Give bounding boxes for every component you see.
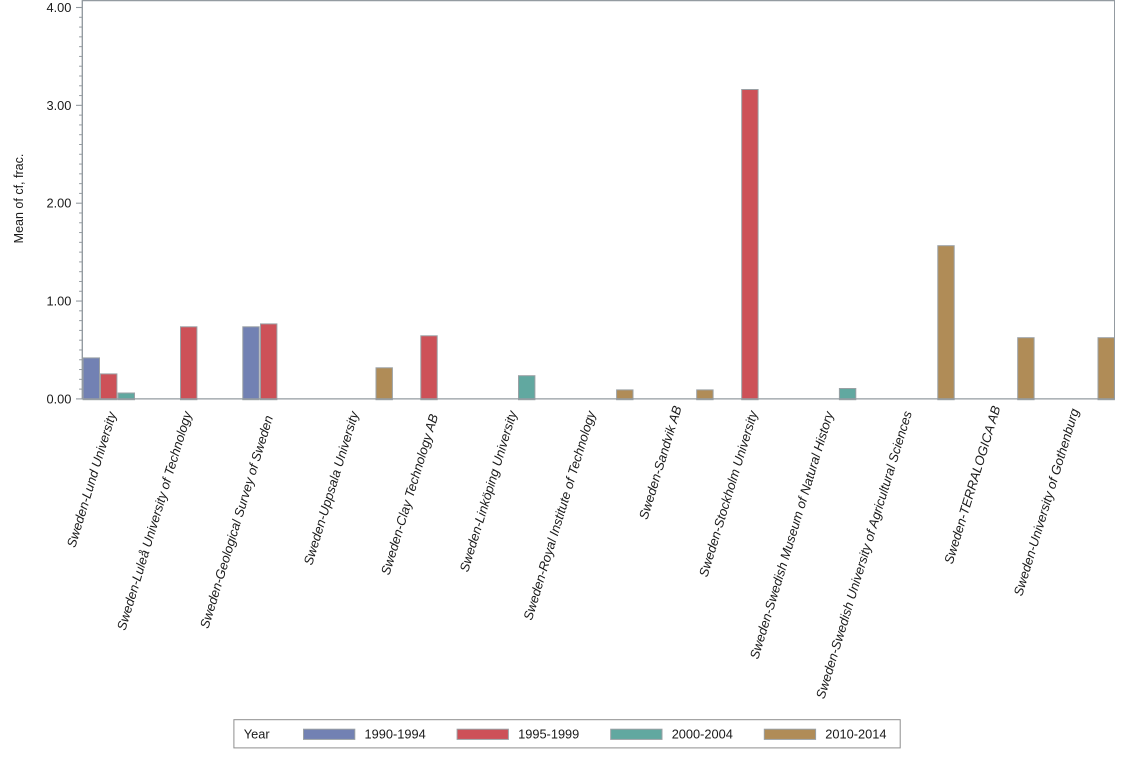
svg-text:1990-1994: 1990-1994 bbox=[365, 727, 426, 742]
svg-text:2.00: 2.00 bbox=[46, 196, 71, 211]
svg-text:1995-1999: 1995-1999 bbox=[518, 727, 579, 742]
svg-text:Mean of cf, frac.: Mean of cf, frac. bbox=[12, 154, 26, 244]
svg-text:Year: Year bbox=[244, 727, 271, 742]
svg-text:2000-2004: 2000-2004 bbox=[672, 727, 733, 742]
svg-text:3.00: 3.00 bbox=[46, 98, 71, 113]
svg-text:2010-2014: 2010-2014 bbox=[825, 727, 886, 742]
svg-text:4.00: 4.00 bbox=[46, 0, 71, 15]
svg-text:1.00: 1.00 bbox=[46, 293, 71, 308]
svg-text:0.00: 0.00 bbox=[46, 391, 71, 406]
